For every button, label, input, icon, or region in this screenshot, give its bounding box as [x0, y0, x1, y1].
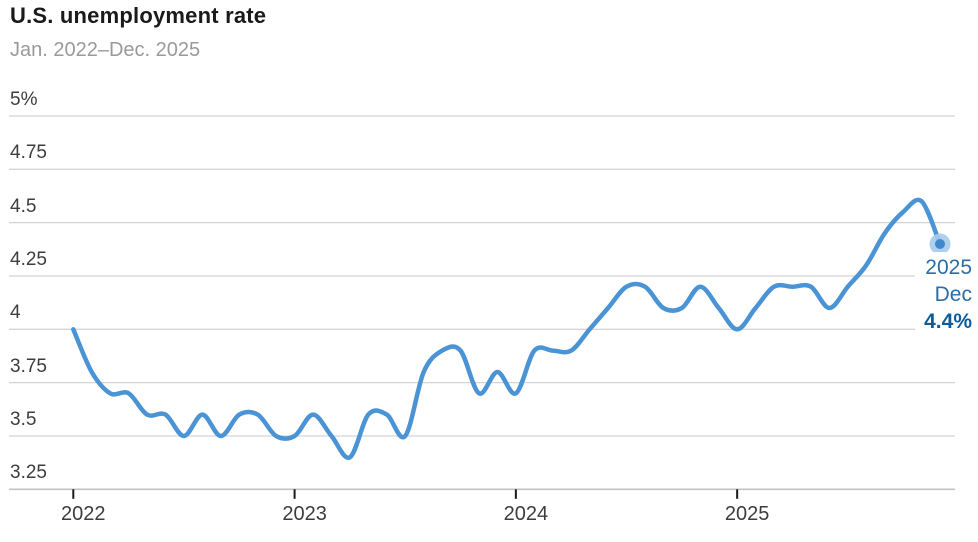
- annotation-value: 4.4%: [924, 310, 972, 333]
- y-axis-label: 3.25: [10, 462, 47, 484]
- annotation-month: Dec: [934, 283, 972, 306]
- unemployment-rate-line: [71, 197, 943, 460]
- chart-subtitle: Jan. 2022–Dec. 2025: [10, 39, 201, 61]
- y-axis-label: 3.75: [10, 355, 47, 377]
- y-axis-label: 4: [10, 302, 21, 324]
- x-axis-label: 2024: [503, 503, 549, 525]
- x-axis-label: 2025: [724, 503, 770, 525]
- chart-title: U.S. unemployment rate: [10, 3, 267, 28]
- y-axis-label: 4.5: [10, 195, 37, 217]
- x-axis-label: 2023: [282, 503, 327, 525]
- y-axis-label: 4.75: [10, 142, 47, 164]
- latest-value-annotation: 2025 Dec 4.4%: [915, 252, 972, 337]
- annotation-year: 2025: [925, 256, 972, 279]
- y-axis-label: 3.5: [10, 408, 37, 430]
- y-axis-label: 4.25: [10, 248, 47, 270]
- y-axis-label: 5%: [10, 89, 38, 110]
- x-axis-label: 2022: [61, 503, 106, 525]
- end-point-dot: [934, 238, 945, 249]
